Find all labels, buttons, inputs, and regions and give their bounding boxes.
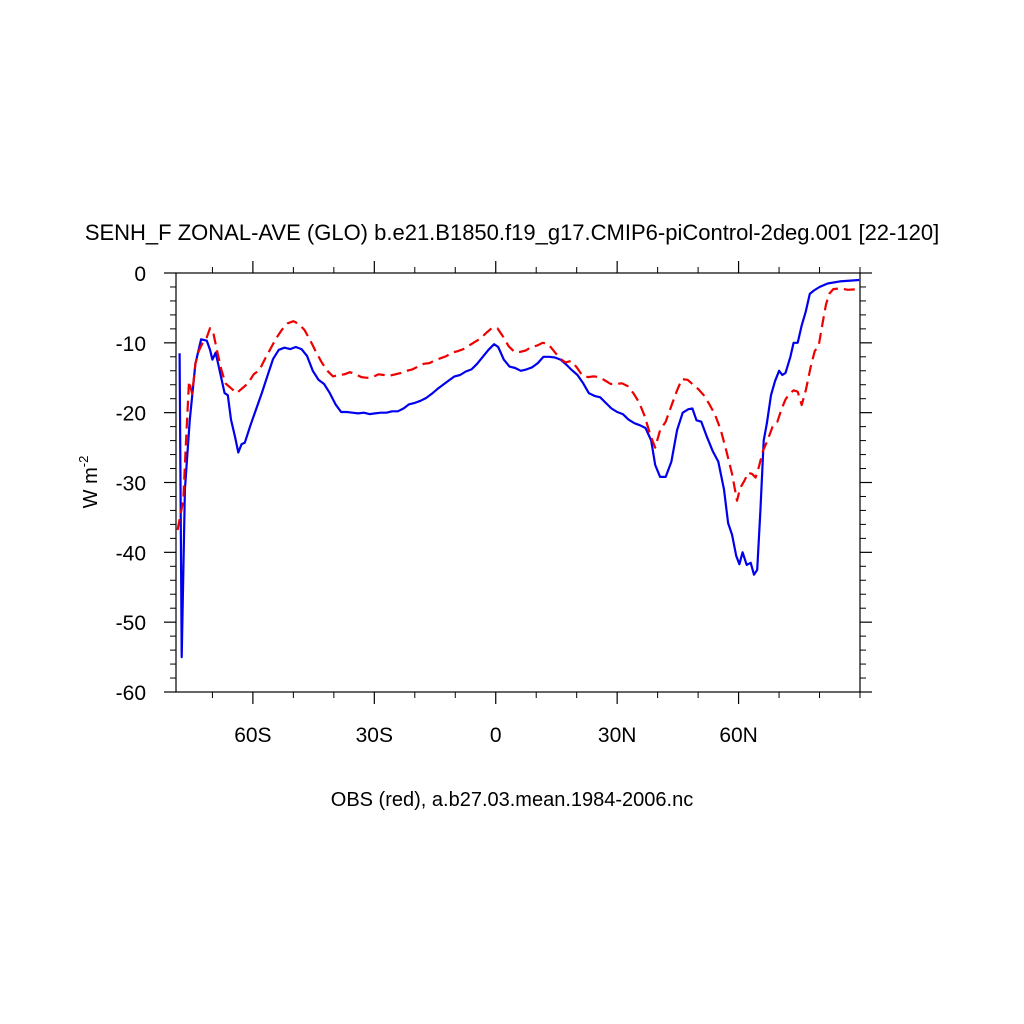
y-tick-label: -20 <box>116 403 146 426</box>
x-tick-label: 0 <box>490 724 502 747</box>
y-axis-label-superscript: -2 <box>76 456 91 468</box>
y-tick-label: -10 <box>116 333 146 356</box>
series-line-obs <box>176 287 860 531</box>
x-tick-label: 30S <box>356 724 393 747</box>
x-tick-label: 60N <box>719 724 758 747</box>
x-tick-label: 30N <box>598 724 637 747</box>
y-tick-label: -40 <box>116 542 146 565</box>
y-tick-label: -50 <box>116 612 146 635</box>
y-axis-label: W m-2 <box>76 456 102 509</box>
series-line-model <box>178 278 860 659</box>
y-tick-label: -60 <box>116 682 146 705</box>
series-layer <box>176 278 860 659</box>
y-tick-label: -30 <box>116 473 146 496</box>
chart-subtitle: OBS (red), a.b27.03.mean.1984-2006.nc <box>331 789 693 811</box>
y-axis-label-main: W m <box>80 467 102 508</box>
y-tick-label: 0 <box>134 263 146 286</box>
chart-title: SENH_F ZONAL-AVE (GLO) b.e21.B1850.f19_g… <box>85 220 939 245</box>
x-tick-label: 60S <box>234 724 271 747</box>
tick-marks: 60S 30S 0 30N 60N 0 -10 -20 -30 -40 -50 -60 <box>116 261 872 747</box>
